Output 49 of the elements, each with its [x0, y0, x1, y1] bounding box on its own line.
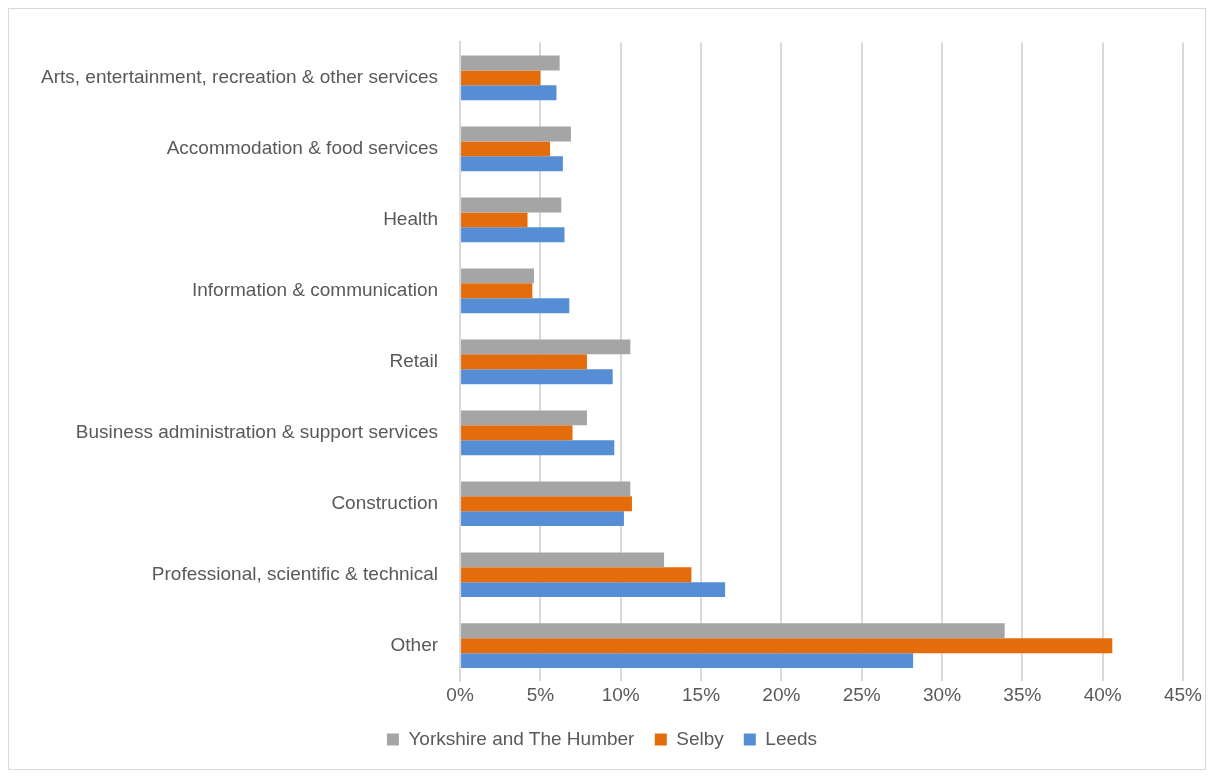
- bar: [461, 638, 1113, 654]
- y-tick-label: Information & communication: [192, 279, 439, 301]
- bar: [461, 496, 632, 512]
- x-tick-label: 30%: [923, 683, 962, 705]
- bar: [461, 653, 914, 669]
- bar: [461, 339, 631, 355]
- y-tick-label: Retail: [389, 350, 439, 372]
- bar: [461, 354, 587, 370]
- bar: [461, 440, 615, 456]
- bar: [461, 126, 571, 142]
- x-tick-label: 10%: [601, 683, 640, 705]
- bar: [461, 156, 563, 172]
- y-tick-label: Accommodation & food services: [166, 137, 439, 159]
- bar: [461, 141, 551, 157]
- bar: [461, 298, 570, 314]
- y-tick-label: Construction: [331, 491, 439, 513]
- bar: [461, 511, 624, 527]
- bar: [461, 369, 613, 385]
- x-tick-label: 45%: [1163, 683, 1203, 705]
- bar: [461, 212, 528, 228]
- bar: [461, 425, 573, 441]
- y-tick-label: Other: [390, 633, 439, 655]
- bar: [461, 481, 631, 497]
- bar: [461, 552, 665, 568]
- y-tick-label: Professional, scientific & technical: [151, 562, 439, 584]
- bar: [461, 85, 557, 101]
- bar: [461, 70, 541, 86]
- bar: [461, 582, 726, 598]
- legend-label: Leeds: [765, 727, 818, 749]
- x-tick-label: 40%: [1083, 683, 1122, 705]
- y-tick-label: Business administration & support services: [75, 421, 439, 443]
- bar: [461, 197, 562, 213]
- x-tick-label: 5%: [526, 683, 555, 705]
- bar: [461, 567, 692, 583]
- bar: [461, 55, 560, 71]
- x-tick-label: 20%: [762, 683, 801, 705]
- bar: [461, 227, 565, 243]
- legend-label: Yorkshire and The Humber: [408, 727, 636, 749]
- x-tick-label: 25%: [842, 683, 881, 705]
- x-tick-label: 15%: [682, 683, 721, 705]
- bar: [461, 283, 533, 299]
- y-tick-label: Health: [383, 208, 439, 230]
- bar: [461, 623, 1005, 639]
- x-tick-label: 35%: [1003, 683, 1042, 705]
- y-tick-label: Arts, entertainment, recreation & other services: [41, 66, 439, 88]
- legend-label: Selby: [676, 727, 725, 749]
- bar: [461, 410, 587, 426]
- bar: [461, 268, 534, 284]
- x-tick-label: 0%: [446, 683, 474, 705]
